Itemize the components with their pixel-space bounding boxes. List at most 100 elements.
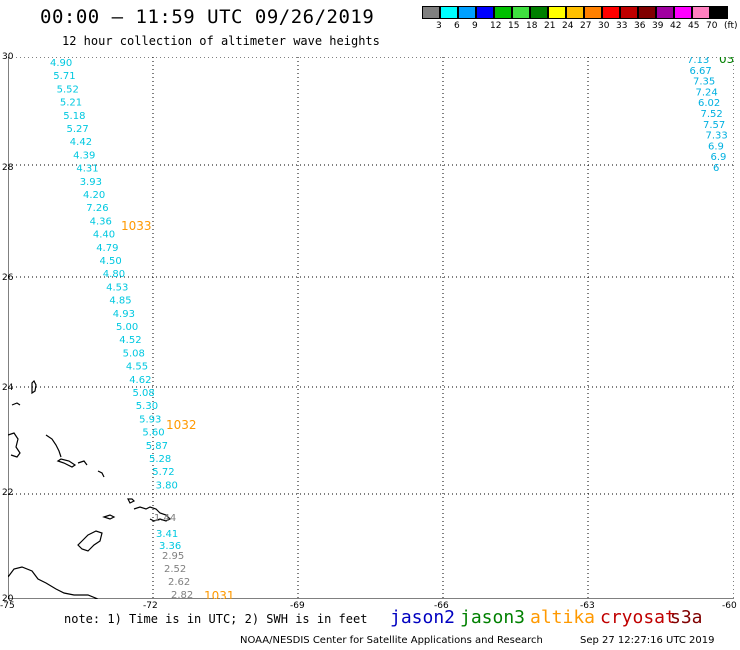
color-scale-label: 3: [436, 21, 442, 31]
coastline-islands: [8, 379, 172, 599]
legend-item-altika: altika: [530, 607, 596, 628]
island-caicos: [102, 514, 116, 520]
color-scale-label: 70: [706, 21, 718, 31]
wave-height-label: 4.40: [93, 230, 115, 241]
pressure-label: 035: [719, 57, 734, 66]
wave-height-label: 5.60: [142, 428, 164, 439]
island-cat: [56, 458, 77, 468]
credit-text: NOAA/NESDIS Center for Satellite Applica…: [240, 635, 543, 646]
color-scale-label: 9: [472, 21, 478, 31]
wave-height-label: 7.57: [703, 120, 725, 131]
legend-item-s3a: s3a: [670, 607, 703, 628]
wave-height-label: 5.18: [63, 111, 85, 122]
wave-height-label: 4.42: [70, 137, 92, 148]
wave-height-label: 2.62: [168, 577, 190, 588]
color-scale-label: 15: [508, 21, 520, 31]
color-swatch: [620, 6, 638, 19]
color-scale-label: 24: [562, 21, 574, 31]
color-swatch: [548, 6, 566, 19]
lat-lon-grid: [8, 57, 734, 599]
wave-height-label: 4.53: [106, 282, 128, 293]
island-inagua-small: [127, 498, 136, 504]
color-swatch: [512, 6, 530, 19]
longitude-label: -75: [0, 601, 15, 611]
color-scale-label: 18: [526, 21, 538, 31]
legend-item-jason2: jason2: [390, 607, 456, 628]
color-scale-label: 42: [670, 21, 682, 31]
color-swatch: [656, 6, 674, 19]
color-swatch: [584, 6, 602, 19]
wave-height-map: 4.90 5.71 5.52 5.21 5.18 5.27 4.42 4.39 4.31 3.93…: [8, 57, 734, 599]
color-scale-label: 21: [544, 21, 556, 31]
wave-height-label: 5.52: [57, 84, 79, 95]
wave-height-label: 7.13: [687, 57, 709, 66]
wave-height-label: 5.08: [133, 388, 155, 399]
color-scale-label: 6: [454, 21, 460, 31]
color-scale-legend: 3 6 9 12 15 18 21 24 27 30 33 36 39 42 45 70 (ft): [422, 6, 738, 40]
wave-height-label: 3.36: [159, 541, 181, 552]
cuba-coast: [8, 566, 99, 599]
map-canvas: 4.90 5.71 5.52 5.21 5.18 5.27 4.42 4.39 4.31 3.93…: [8, 57, 734, 599]
color-swatch: [494, 6, 512, 19]
wave-height-label: 5.28: [149, 454, 171, 465]
island-abaco: [31, 379, 37, 395]
wave-height-label: 5.71: [53, 71, 75, 82]
wave-height-label: 6.02: [698, 98, 720, 109]
wave-height-label: 4.50: [100, 256, 122, 267]
color-swatch: [602, 6, 620, 19]
altimeter-track-labels: 4.90 5.71 5.52 5.21 5.18 5.27 4.42 4.39 4.31 3.93…: [50, 57, 734, 599]
wave-height-label: 5.72: [152, 467, 174, 478]
island-exuma: [45, 434, 62, 458]
latitude-label: 30: [2, 52, 14, 62]
wave-height-label: 7.33: [706, 131, 728, 142]
wave-height-label: 5.93: [139, 414, 161, 425]
wave-height-label: 5.00: [116, 322, 138, 333]
wave-height-label: 5.87: [146, 441, 168, 452]
wave-height-label: 6.9: [711, 152, 727, 163]
longitude-label: -72: [143, 601, 158, 611]
wave-height-label: 4.80: [103, 269, 125, 280]
wave-height-label: 7.35: [693, 77, 715, 88]
wave-height-label: 4.52: [119, 335, 141, 346]
wave-height-label: 4.90: [50, 58, 72, 69]
wave-height-label: 2.95: [162, 551, 184, 562]
wave-height-label: 4.93: [113, 309, 135, 320]
wave-height-label: 7.52: [701, 109, 723, 120]
color-scale-label: 39: [652, 21, 664, 31]
wave-height-label: 4.55: [126, 362, 148, 373]
longitude-label: -60: [722, 601, 737, 611]
color-scale-label: 27: [580, 21, 592, 31]
wave-height-label: 5.27: [67, 124, 89, 135]
legend-item-jason3: jason3: [460, 607, 526, 628]
longitude-label: -69: [290, 601, 305, 611]
color-swatch: [530, 6, 548, 19]
pressure-label: 1031: [204, 589, 235, 599]
latitude-label: 20: [2, 594, 14, 604]
island-long: [77, 460, 88, 466]
wave-height-label: 4.20: [83, 190, 105, 201]
longitude-label: -63: [580, 601, 595, 611]
wave-height-label: 4.36: [90, 216, 112, 227]
latitude-label: 22: [2, 488, 14, 498]
color-swatch: [638, 6, 656, 19]
generated-timestamp: Sep 27 12:27:16 UTC 2019: [580, 635, 715, 646]
wave-height-label: 3.41: [156, 529, 178, 540]
island-inagua: [77, 530, 103, 552]
wave-height-label: 7.26: [86, 203, 108, 214]
wave-height-label: 3.80: [156, 480, 178, 491]
wave-height-label: 7.24: [696, 87, 718, 98]
color-scale-labels: 3 6 9 12 15 18 21 24 27 30 33 36 39 42 45 70 (ft): [422, 19, 738, 33]
wave-height-label: 5.30: [136, 401, 158, 412]
island-andros: [8, 432, 21, 458]
wave-height-label: 4.79: [96, 243, 118, 254]
pressure-label: 1032: [166, 418, 197, 432]
wave-height-label: 5.08: [123, 348, 145, 359]
island-eleuthera: [11, 402, 21, 406]
wave-height-label: 2.82: [171, 590, 193, 599]
page-title: 00:00 — 11:59 UTC 09/26/2019: [40, 6, 375, 28]
wave-height-label: 1.44: [154, 513, 176, 524]
latitude-label: 26: [2, 273, 14, 283]
color-swatch: [476, 6, 494, 19]
wave-height-label: 6: [713, 163, 719, 174]
wave-height-label: 4.62: [129, 375, 151, 386]
